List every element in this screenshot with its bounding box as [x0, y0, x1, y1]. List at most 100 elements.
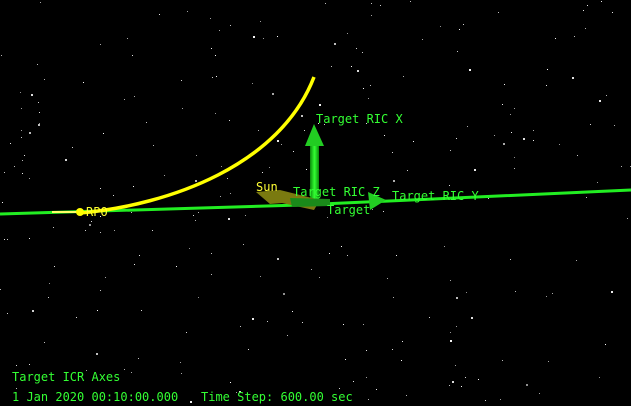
star [449, 385, 450, 386]
star [456, 297, 458, 299]
star [138, 358, 139, 359]
star [502, 360, 503, 361]
star [153, 145, 154, 146]
star [502, 104, 503, 105]
star [498, 12, 499, 13]
star [440, 26, 441, 27]
star [253, 36, 255, 38]
star [258, 130, 259, 131]
star [345, 359, 346, 360]
star [182, 108, 183, 109]
star [384, 135, 385, 136]
star [187, 11, 188, 12]
star [457, 51, 458, 52]
star [292, 311, 293, 312]
star [552, 293, 553, 294]
star [164, 175, 165, 176]
ric-x-label: Target RIC X [316, 112, 403, 126]
star [504, 84, 505, 85]
star [605, 344, 606, 345]
star [39, 123, 40, 124]
star [503, 143, 505, 145]
star [245, 215, 246, 216]
star [614, 125, 615, 126]
star [212, 77, 213, 78]
star [347, 33, 348, 34]
star [392, 152, 393, 153]
star [331, 66, 332, 67]
star [133, 186, 134, 187]
target-label[interactable]: Target [327, 203, 371, 217]
star [215, 55, 216, 56]
star [514, 157, 515, 158]
star [100, 290, 101, 291]
rpo-label[interactable]: RPO [86, 205, 108, 219]
star [7, 313, 8, 314]
star [54, 266, 55, 267]
star [318, 123, 319, 124]
star [24, 155, 25, 156]
ric-y-label: Target RIC Y [392, 189, 479, 203]
star [488, 198, 489, 199]
star [572, 77, 574, 79]
rpo-marker[interactable] [76, 208, 84, 216]
star [176, 266, 177, 267]
star [559, 144, 560, 145]
star [363, 88, 364, 89]
star [230, 25, 231, 26]
star [510, 114, 511, 115]
star [283, 293, 285, 295]
star [341, 246, 342, 247]
star [1, 55, 2, 56]
star [186, 332, 187, 333]
star [368, 399, 369, 400]
star [240, 326, 241, 327]
sun-label[interactable]: Sun [256, 180, 278, 194]
star [376, 389, 377, 390]
star [621, 166, 622, 167]
star [494, 135, 495, 136]
star [31, 94, 33, 96]
star [370, 85, 371, 86]
star [195, 180, 197, 182]
star [599, 100, 601, 102]
star [450, 150, 451, 151]
star [134, 96, 135, 97]
star [262, 172, 263, 173]
star [230, 193, 231, 194]
star [366, 123, 367, 124]
star [301, 115, 303, 117]
star [471, 317, 473, 319]
star [356, 48, 357, 49]
star [89, 224, 91, 226]
star [576, 260, 577, 261]
star [159, 14, 160, 15]
axes-frame-text: Target ICR Axes [12, 370, 121, 384]
star [327, 217, 328, 218]
star [586, 197, 587, 198]
star [372, 209, 373, 210]
star [193, 215, 194, 216]
star [601, 1, 602, 2]
star [243, 244, 244, 245]
star [269, 167, 270, 168]
star [343, 324, 344, 325]
star [547, 69, 548, 70]
star [410, 1, 411, 2]
star [252, 83, 253, 84]
time-step-text: Time Step: 600.00 sec [201, 390, 353, 404]
star [20, 92, 21, 93]
star [277, 140, 279, 142]
star [402, 341, 403, 342]
star [393, 297, 394, 298]
star [2, 202, 3, 203]
star [195, 220, 196, 221]
star [146, 122, 147, 123]
star [83, 82, 84, 83]
star [455, 365, 456, 366]
star [211, 48, 212, 49]
star [216, 76, 217, 77]
star [371, 3, 372, 4]
